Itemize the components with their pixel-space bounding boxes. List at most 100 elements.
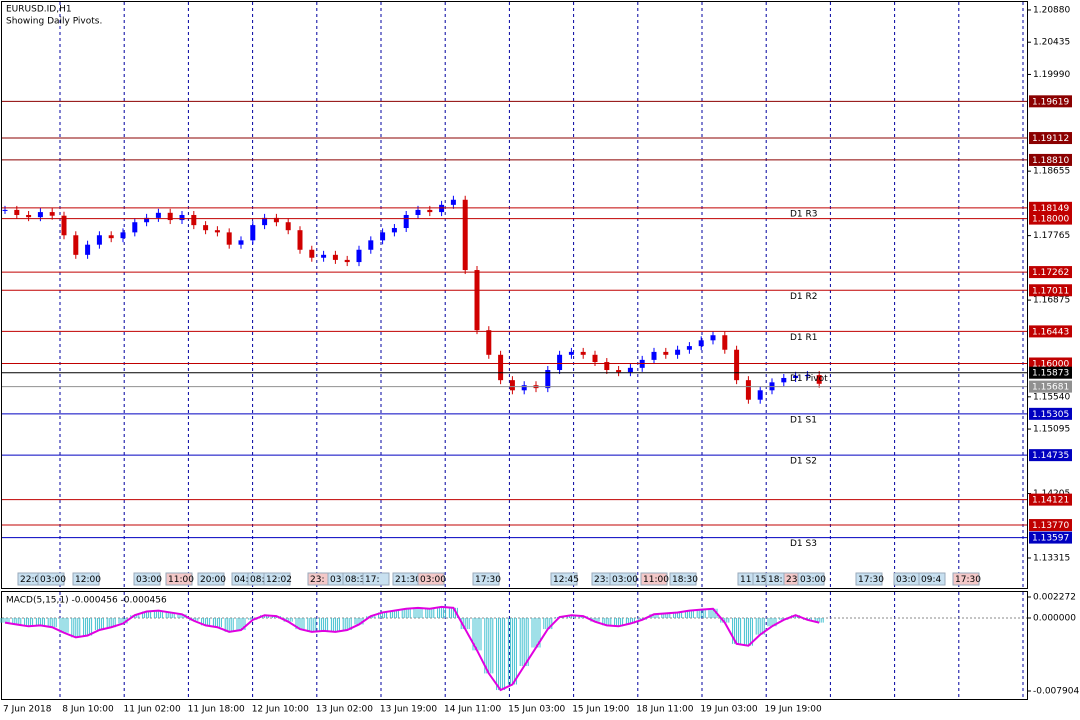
candle-body	[226, 232, 232, 245]
price-tag-bg	[1029, 132, 1072, 145]
time-tag-bg	[952, 572, 980, 586]
price-tag-label: 1.15681	[1032, 383, 1069, 393]
time-tag: 12:00	[75, 575, 101, 585]
price-tag: 1.19619	[1029, 95, 1072, 108]
price-tag-label: 1.18149	[1032, 204, 1069, 214]
macd-y-tick-label: 0.000000	[1033, 613, 1076, 623]
price-tag-bg	[1029, 266, 1072, 279]
time-tag-bg	[263, 572, 291, 586]
price-tag: 1.17011	[1029, 284, 1072, 297]
candle-body	[651, 351, 657, 360]
candle-body	[250, 225, 256, 241]
price-tag-bg	[1029, 95, 1072, 108]
time-tag-bg	[362, 572, 390, 586]
price-tag-label: 1.14735	[1032, 451, 1069, 461]
macd-y-tick-label: -0.007904	[1033, 687, 1079, 697]
time-tag: 11:00	[643, 575, 669, 585]
candle-body	[14, 209, 20, 215]
time-tag-bg	[640, 572, 668, 586]
price-tag-bg	[1029, 357, 1072, 370]
time-tag: 11:00	[168, 575, 194, 585]
price-tag: 1.15305	[1029, 407, 1072, 420]
candle-body	[509, 380, 515, 391]
price-tag: 1.14735	[1029, 449, 1072, 462]
y-tick-label: 1.16875	[1033, 296, 1070, 306]
candle-body	[203, 225, 209, 231]
time-tag: 03:	[330, 575, 344, 585]
time-tag: 17:30	[858, 575, 884, 585]
candle-body	[568, 351, 574, 355]
candle-body	[557, 354, 563, 371]
candle-body	[273, 217, 279, 223]
price-tag-label: 1.13597	[1032, 534, 1069, 544]
candle-body	[486, 330, 492, 355]
x-tick-label: 7 Jun 2018	[3, 705, 52, 715]
time-tag-bg	[669, 572, 697, 586]
candle-body	[167, 212, 173, 221]
candle-body	[757, 390, 763, 400]
chart-subtitle: Showing Daily Pivots.	[6, 17, 102, 27]
price-tag-label: 1.13770	[1032, 521, 1069, 531]
price-tag-bg	[1029, 449, 1072, 462]
macd-signal-line	[4, 605, 820, 692]
candle-body	[285, 222, 291, 231]
price-tag-bg	[1029, 493, 1072, 506]
candle-body	[734, 349, 740, 381]
price-tag-label: 1.16443	[1032, 327, 1069, 337]
price-tag: 1.16443	[1029, 325, 1072, 338]
price-tag-bg	[1029, 407, 1072, 420]
time-tag-bg	[37, 572, 65, 586]
x-tick-label: 11 Jun 18:00	[188, 705, 245, 715]
candle-body	[108, 235, 114, 239]
price-tag-bg	[1029, 284, 1072, 297]
time-tag: 23:	[310, 575, 324, 585]
time-tag: 08:30	[345, 575, 371, 585]
price-tag-bg	[1029, 519, 1072, 532]
candle-body	[49, 212, 55, 216]
price-tag-bg	[1029, 531, 1072, 544]
pivot-label: D1 Pivot	[790, 374, 828, 384]
time-tag: 03:00	[40, 575, 66, 585]
x-tick-label: 13 Jun 19:00	[380, 705, 437, 715]
candle-body	[2, 209, 8, 211]
time-tag: 03:00	[420, 575, 446, 585]
macd-y-tick-label: 0.002272	[1033, 593, 1076, 603]
candle-body	[37, 212, 43, 218]
candle-body	[391, 228, 397, 233]
macd-frame	[1, 591, 1028, 700]
x-tick-label: 14 Jun 11:00	[444, 705, 501, 715]
candle-body	[450, 199, 456, 205]
candle-body	[415, 209, 421, 215]
pivot-label: D1 R1	[790, 333, 818, 343]
price-tag-label: 1.16000	[1032, 359, 1069, 369]
pivot-label: D1 S2	[790, 457, 817, 467]
time-tag-bg	[797, 572, 825, 586]
candle-body	[368, 240, 374, 250]
y-tick-label: 1.19990	[1033, 70, 1070, 80]
candle-body	[521, 385, 527, 391]
time-tag: 17:30	[955, 575, 981, 585]
x-tick-label: 15 Jun 19:00	[572, 705, 629, 715]
time-tag: 12:45	[553, 575, 579, 585]
candle-body	[73, 235, 79, 255]
candle-body	[781, 377, 787, 383]
price-tag: 1.13597	[1029, 531, 1072, 544]
price-tag-bg	[1029, 153, 1072, 166]
candle-body	[132, 222, 138, 233]
price-tag-label: 1.17262	[1032, 268, 1069, 278]
time-tag: 03:0	[896, 575, 916, 585]
candle-body	[722, 335, 728, 350]
candle-body	[96, 235, 102, 245]
x-tick-label: 12 Jun 10:00	[252, 705, 309, 715]
vertical-grid	[59, 2, 1024, 699]
pivot-label: D1 R2	[790, 292, 818, 302]
price-tag-label: 1.15305	[1032, 410, 1069, 420]
time-tag: 21:30	[395, 575, 421, 585]
time-tag: 17:	[365, 575, 379, 585]
price-tag: 1.17262	[1029, 266, 1072, 279]
x-tick-label: 8 Jun 10:00	[62, 705, 114, 715]
y-tick-label: 1.13315	[1033, 554, 1070, 564]
candle-body	[627, 367, 633, 373]
candle-body	[214, 230, 220, 233]
price-tag: 1.19112	[1029, 132, 1072, 145]
